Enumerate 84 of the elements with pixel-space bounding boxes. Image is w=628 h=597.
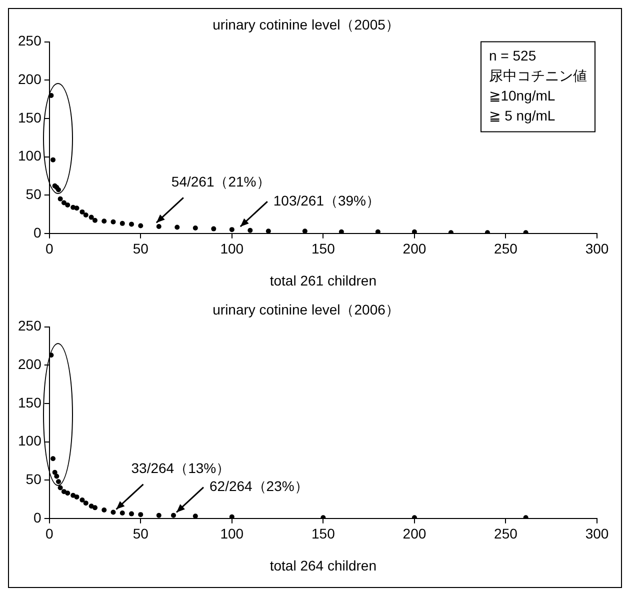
annotation: 33/264（13%）	[131, 460, 230, 476]
chart-title: urinary cotinine level（2005）	[212, 16, 400, 32]
point	[129, 511, 134, 516]
point	[229, 227, 234, 232]
point	[102, 507, 107, 512]
y-tick-label: 150	[18, 109, 42, 126]
point	[80, 498, 85, 503]
point	[138, 512, 144, 518]
y-tick-label: 100	[18, 432, 42, 449]
x-tick-label: 150	[312, 526, 336, 542]
x-tick-label: 250	[494, 240, 518, 257]
point	[129, 222, 134, 227]
point	[156, 224, 162, 230]
x-axis-title: total 261 children	[270, 272, 376, 288]
point	[375, 229, 380, 234]
point	[50, 456, 56, 462]
x-tick-label: 200	[402, 526, 426, 542]
point	[88, 214, 94, 220]
point	[65, 202, 70, 208]
point	[80, 209, 85, 214]
chart-title: urinary cotinine level（2006）	[212, 301, 400, 318]
y-tick-label: 50	[26, 186, 42, 202]
point	[248, 228, 253, 233]
point	[192, 226, 198, 231]
annotation: ≧ 5 ng/mL	[489, 108, 556, 124]
y-tick-label: 250	[18, 318, 42, 334]
point	[120, 220, 125, 226]
point	[110, 219, 116, 224]
y-tick-label: 100	[18, 148, 42, 164]
point	[61, 200, 66, 206]
point	[338, 229, 344, 234]
point	[266, 228, 271, 234]
point	[229, 514, 234, 518]
y-tick-label: 250	[18, 32, 42, 49]
y-tick-label: 0	[34, 509, 42, 526]
annotation: 尿中コチニン値	[489, 68, 587, 84]
annotation: ≧10ng/mL	[489, 88, 556, 104]
point	[83, 212, 88, 218]
x-tick-label: 300	[585, 240, 609, 257]
point	[138, 223, 144, 228]
point	[110, 510, 116, 515]
point	[92, 218, 98, 223]
point	[92, 505, 98, 510]
point	[74, 206, 80, 211]
x-tick-label: 300	[585, 526, 609, 542]
x-tick-label: 50	[132, 526, 149, 542]
point	[54, 474, 60, 479]
point	[102, 218, 107, 224]
y-tick-label: 50	[26, 470, 42, 487]
point	[50, 157, 56, 162]
point	[211, 226, 216, 232]
annotation: 62/264（23%）	[209, 478, 308, 494]
point	[58, 196, 63, 202]
point	[192, 514, 198, 518]
point	[156, 512, 162, 518]
point	[74, 494, 80, 500]
point	[65, 490, 70, 496]
x-axis-title: total 264 children	[270, 557, 376, 574]
point	[58, 485, 63, 490]
x-tick-label: 250	[494, 526, 518, 542]
x-tick-label: 50	[132, 240, 149, 257]
point	[174, 224, 180, 230]
annotation: 54/261（21%）	[171, 174, 270, 190]
annotation: 103/261（39%）	[273, 192, 380, 208]
x-tick-label: 0	[45, 240, 54, 257]
point	[52, 470, 58, 475]
x-tick-label: 200	[402, 240, 426, 257]
point	[412, 229, 417, 234]
x-tick-label: 0	[45, 526, 54, 542]
x-tick-label: 150	[312, 240, 336, 257]
y-tick-label: 150	[18, 394, 42, 410]
point	[170, 512, 176, 518]
point	[56, 479, 61, 484]
y-tick-label: 200	[18, 70, 42, 87]
point	[83, 500, 88, 506]
point	[70, 492, 76, 498]
x-tick-label: 100	[220, 240, 244, 257]
point	[56, 187, 61, 192]
y-tick-label: 200	[18, 356, 42, 372]
y-tick-label: 0	[34, 224, 42, 240]
point	[120, 510, 125, 516]
annotation: n = 525	[489, 48, 536, 64]
x-tick-label: 100	[220, 526, 244, 542]
point	[302, 228, 308, 234]
